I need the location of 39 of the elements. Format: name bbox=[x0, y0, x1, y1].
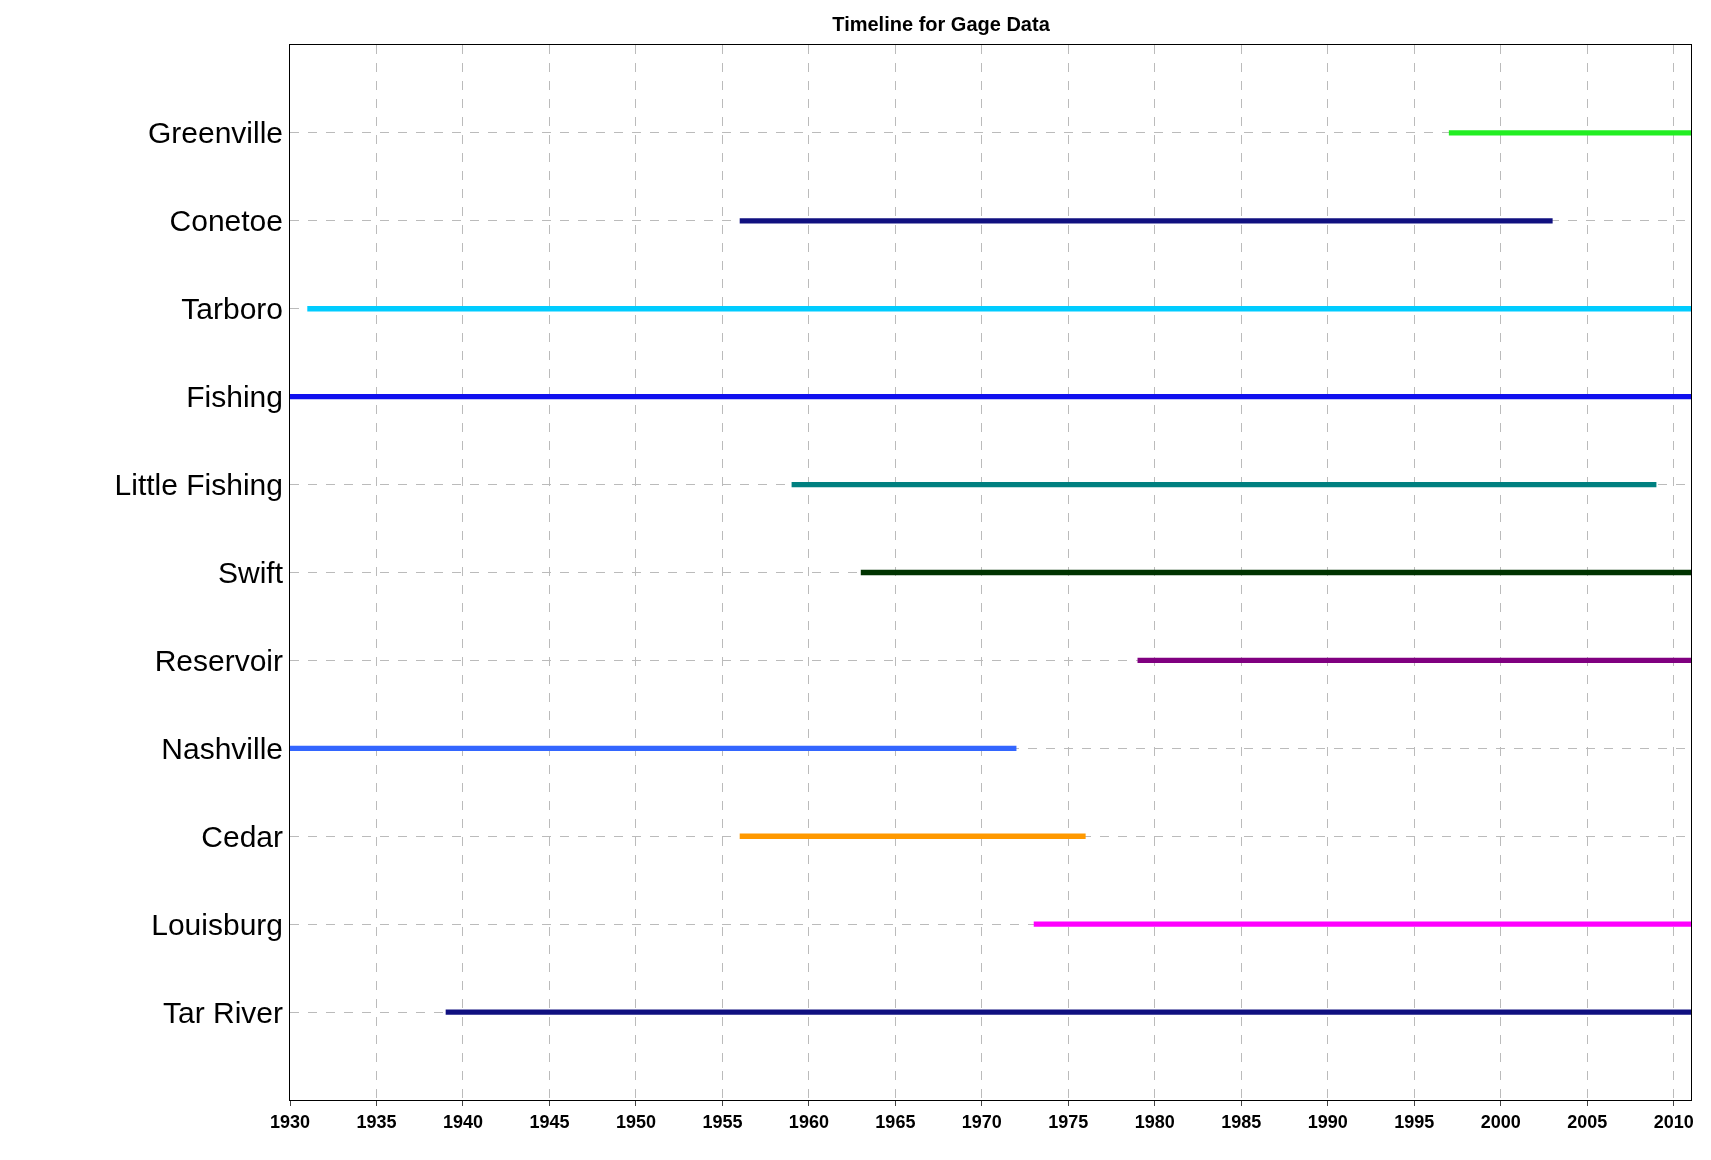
x-tick-label: 1935 bbox=[356, 1111, 397, 1132]
x-tick-label: 1980 bbox=[1134, 1111, 1175, 1132]
y-tick-label: Little Fishing bbox=[114, 468, 283, 502]
x-tick-label: 1945 bbox=[529, 1111, 570, 1132]
x-tick-label: 1975 bbox=[1048, 1111, 1089, 1132]
y-tick-label: Tar River bbox=[162, 995, 284, 1029]
bar bbox=[307, 306, 1691, 312]
x-tick-label: 1990 bbox=[1307, 1111, 1348, 1132]
bar bbox=[860, 569, 1691, 576]
x-tick-label: 2010 bbox=[1653, 1111, 1694, 1132]
y-tick-label: Nashville bbox=[161, 731, 283, 765]
bar bbox=[1137, 657, 1691, 664]
bar bbox=[739, 833, 1086, 839]
y-tick-label: Louisburg bbox=[151, 907, 283, 941]
x-tick-label: 1995 bbox=[1394, 1111, 1435, 1132]
x-tick-label: 1955 bbox=[702, 1111, 743, 1132]
bar bbox=[1033, 921, 1691, 927]
x-tick-label: 1965 bbox=[875, 1111, 916, 1132]
y-tick-label: Swift bbox=[217, 556, 284, 589]
x-tick-label: 2005 bbox=[1567, 1111, 1608, 1132]
x-tick-label: 1940 bbox=[442, 1111, 483, 1132]
x-tick-label: 1970 bbox=[961, 1111, 1002, 1132]
y-tick-label: Reservoir bbox=[154, 643, 283, 677]
bar bbox=[1448, 130, 1691, 136]
chart-title: Timeline for Gage Data bbox=[832, 13, 1051, 36]
y-tick-label: Fishing bbox=[186, 380, 283, 414]
x-tick-label: 1950 bbox=[615, 1111, 656, 1132]
bar bbox=[739, 218, 1553, 224]
x-tick-label: 2000 bbox=[1480, 1111, 1521, 1132]
bar bbox=[445, 1009, 1691, 1015]
bar bbox=[290, 745, 1017, 751]
x-tick-label: 1960 bbox=[788, 1111, 829, 1132]
bar bbox=[791, 481, 1657, 488]
y-tick-label: Cedar bbox=[201, 819, 283, 853]
y-tick-label: Greenville bbox=[147, 116, 283, 150]
y-tick-label: Conetoe bbox=[169, 204, 283, 238]
x-tick-label: 1985 bbox=[1221, 1111, 1262, 1132]
y-tick-label: Tarboro bbox=[181, 292, 283, 326]
x-tick-label: 1930 bbox=[269, 1111, 311, 1132]
